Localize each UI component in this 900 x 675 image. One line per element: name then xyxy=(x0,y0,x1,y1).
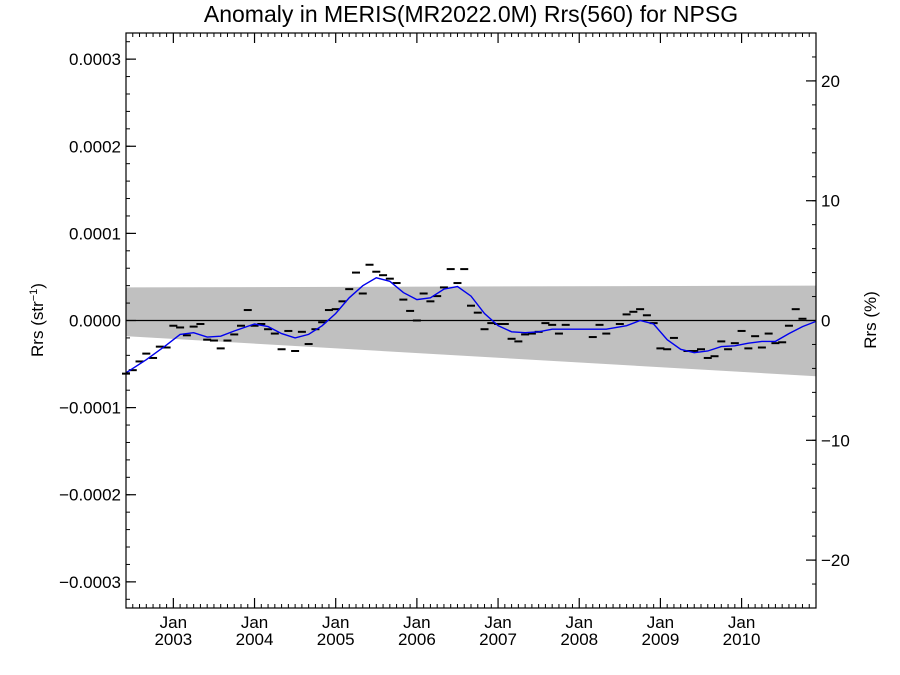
left-y-tick-label: 0.0002 xyxy=(69,137,121,156)
x-tick-year-label: 2006 xyxy=(398,630,436,649)
x-tick-year-label: 2003 xyxy=(154,630,192,649)
smoothed-anomaly-series xyxy=(125,277,817,374)
x-tick-month-label: Jan xyxy=(728,613,755,632)
x-tick-year-label: 2007 xyxy=(479,630,517,649)
x-tick-year-label: 2004 xyxy=(236,630,274,649)
x-axis: Jan2003Jan2004Jan2005Jan2006Jan2007Jan20… xyxy=(125,33,817,649)
right-y-tick-label: −20 xyxy=(821,551,850,570)
x-tick-year-label: 2009 xyxy=(641,630,679,649)
left-y-tick-label: 0.0001 xyxy=(69,224,121,243)
right-y-axis-label: Rrs (%) xyxy=(861,291,880,349)
x-tick-month-label: Jan xyxy=(160,613,187,632)
left-y-axis-label: Rrs (str−1) xyxy=(28,283,47,357)
x-tick-year-label: 2010 xyxy=(723,630,761,649)
uncertainty-band xyxy=(126,285,816,377)
left-y-tick-label: −0.0003 xyxy=(59,573,121,592)
left-y-tick-label: 0.0003 xyxy=(69,50,121,69)
left-y-tick-label: −0.0002 xyxy=(59,486,121,505)
right-y-tick-label: 0 xyxy=(821,312,830,331)
x-tick-month-label: Jan xyxy=(566,613,593,632)
left-y-axis: 0.0003 0.0002 0.0001 0.0000 −0.0001 −0.0002 −0… xyxy=(59,41,136,600)
x-tick-month-label: Jan xyxy=(484,613,511,632)
x-tick-year-label: 2008 xyxy=(560,630,598,649)
right-y-tick-label: 20 xyxy=(821,72,840,91)
x-tick-month-label: Jan xyxy=(322,613,349,632)
x-tick-month-label: Jan xyxy=(647,613,674,632)
x-tick-year-label: 2005 xyxy=(317,630,355,649)
uncertainty-band-layer xyxy=(126,285,816,377)
monthly-anomaly-series xyxy=(122,263,807,375)
smoothed-anomaly-line xyxy=(125,277,817,374)
right-y-axis: 20 10 0 −10 −20 xyxy=(806,32,850,609)
right-y-tick-label: −10 xyxy=(821,431,850,450)
left-y-tick-label: −0.0001 xyxy=(59,399,121,418)
chart-title: Anomaly in MERIS(MR2022.0M) Rrs(560) for… xyxy=(204,1,738,27)
x-tick-month-label: Jan xyxy=(241,613,268,632)
x-tick-month-label: Jan xyxy=(403,613,430,632)
right-y-tick-label: 10 xyxy=(821,192,840,211)
left-y-tick-label: 0.0000 xyxy=(69,312,121,331)
